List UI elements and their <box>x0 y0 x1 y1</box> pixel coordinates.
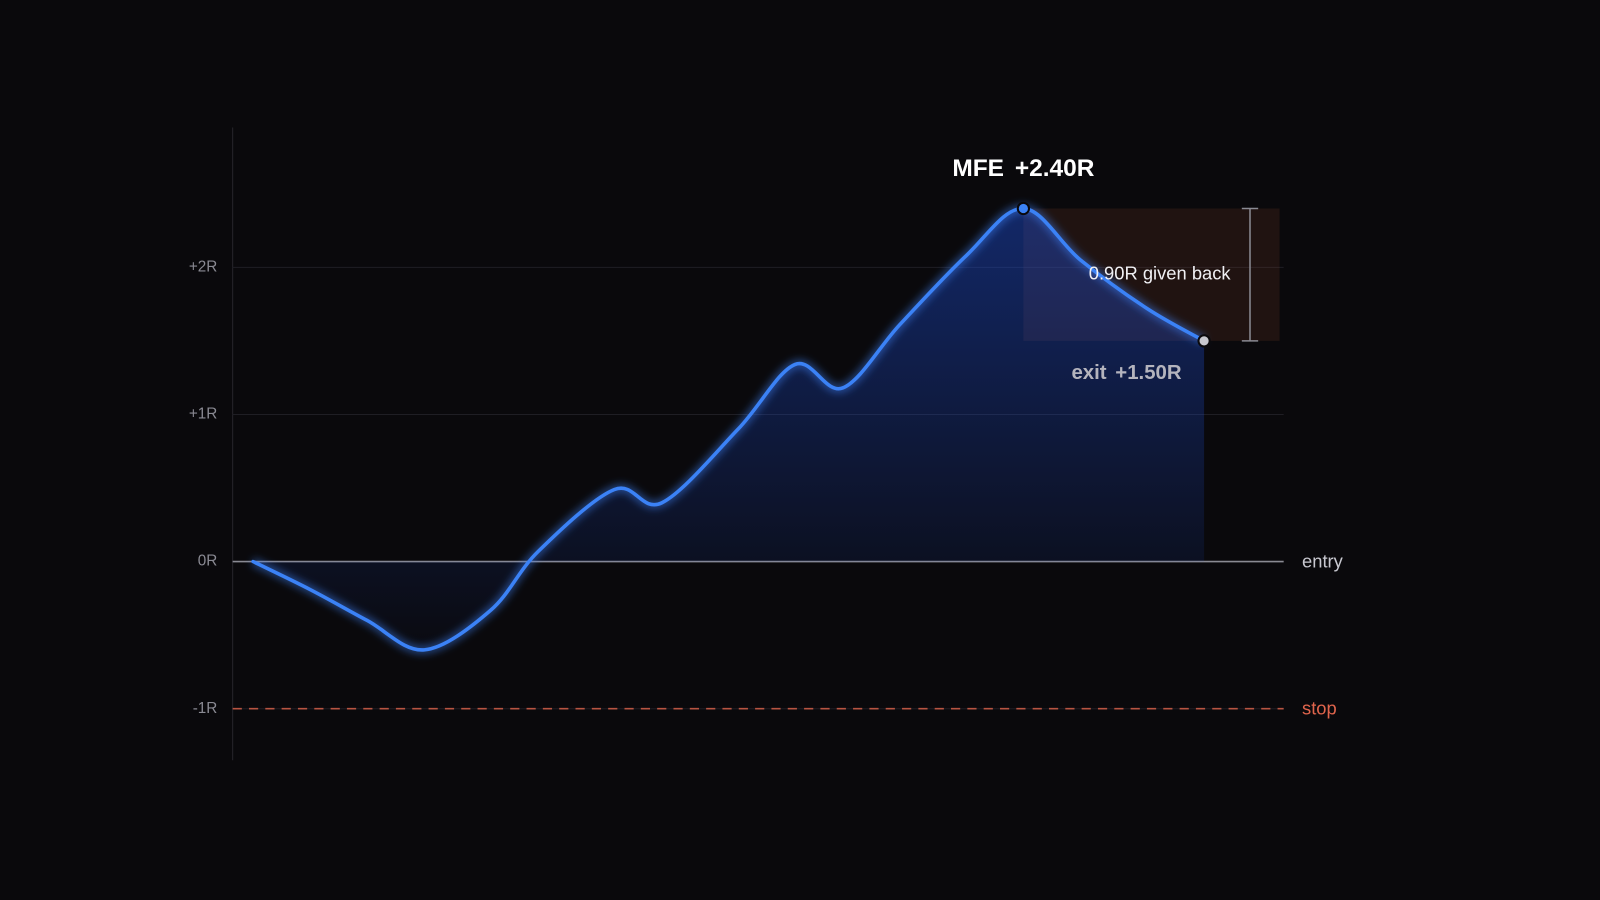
mfe-label: MFE +2.40R <box>952 155 1094 182</box>
y-tick-label: 0R <box>198 553 218 570</box>
giveback-label: 0.90R given back <box>1089 263 1232 284</box>
exit-point <box>1197 334 1211 348</box>
y-tick-label: -1R <box>193 700 218 717</box>
reference-label: stop <box>1302 698 1337 719</box>
exit-label: exit +1.50R <box>1071 362 1181 384</box>
mfe-point <box>1016 201 1031 216</box>
y-tick-label: +2R <box>189 258 218 275</box>
area <box>253 208 1205 650</box>
y-tick-label: +1R <box>189 405 218 422</box>
reference-label: entry <box>1302 550 1344 571</box>
line <box>251 206 1206 652</box>
